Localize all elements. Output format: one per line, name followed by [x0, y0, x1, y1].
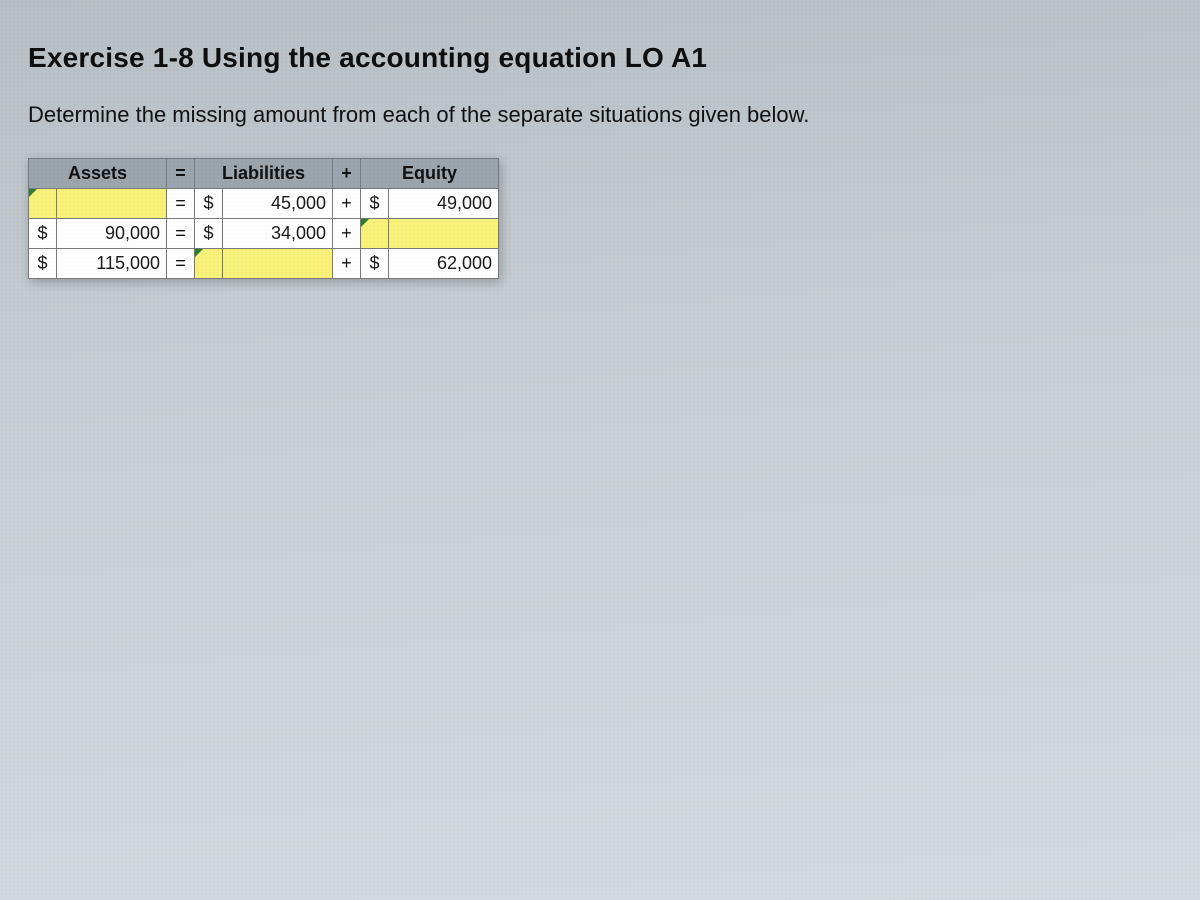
assets-sym-cell: $ [29, 249, 57, 279]
exercise-page: Exercise 1-8 Using the accounting equati… [0, 0, 1200, 321]
header-plus: + [333, 159, 361, 189]
liabilities-value-cell: 45,000 [223, 189, 333, 219]
exercise-instruction: Determine the missing amount from each o… [28, 102, 1172, 128]
table-row: $ 90,000 = $ 34,000 + [29, 219, 499, 249]
assets-value-cell[interactable] [57, 189, 167, 219]
table-row: $ 115,000 = + $ 62,000 [29, 249, 499, 279]
liabilities-sym-cell: $ [195, 189, 223, 219]
op-plus: + [333, 219, 361, 249]
equity-sym-cell: $ [361, 189, 389, 219]
liabilities-value-cell[interactable] [223, 249, 333, 279]
op-plus: + [333, 249, 361, 279]
exercise-title: Exercise 1-8 Using the accounting equati… [28, 42, 1172, 74]
op-equals: = [167, 249, 195, 279]
assets-value-cell: 115,000 [57, 249, 167, 279]
equity-value-cell[interactable] [389, 219, 499, 249]
op-equals: = [167, 219, 195, 249]
equity-sym-cell: $ [361, 249, 389, 279]
header-equity: Equity [361, 159, 499, 189]
equity-sym-cell[interactable] [361, 219, 389, 249]
assets-sym-cell: $ [29, 219, 57, 249]
table-header-row: Assets = Liabilities + Equity [29, 159, 499, 189]
header-liabilities: Liabilities [195, 159, 333, 189]
liabilities-sym-cell[interactable] [195, 249, 223, 279]
header-assets: Assets [29, 159, 167, 189]
assets-sym-cell[interactable] [29, 189, 57, 219]
equity-value-cell: 49,000 [389, 189, 499, 219]
accounting-equation-table: Assets = Liabilities + Equity = $ 45,000… [28, 158, 499, 279]
header-equals: = [167, 159, 195, 189]
op-equals: = [167, 189, 195, 219]
equity-value-cell: 62,000 [389, 249, 499, 279]
op-plus: + [333, 189, 361, 219]
liabilities-value-cell: 34,000 [223, 219, 333, 249]
table-row: = $ 45,000 + $ 49,000 [29, 189, 499, 219]
liabilities-sym-cell: $ [195, 219, 223, 249]
assets-value-cell: 90,000 [57, 219, 167, 249]
